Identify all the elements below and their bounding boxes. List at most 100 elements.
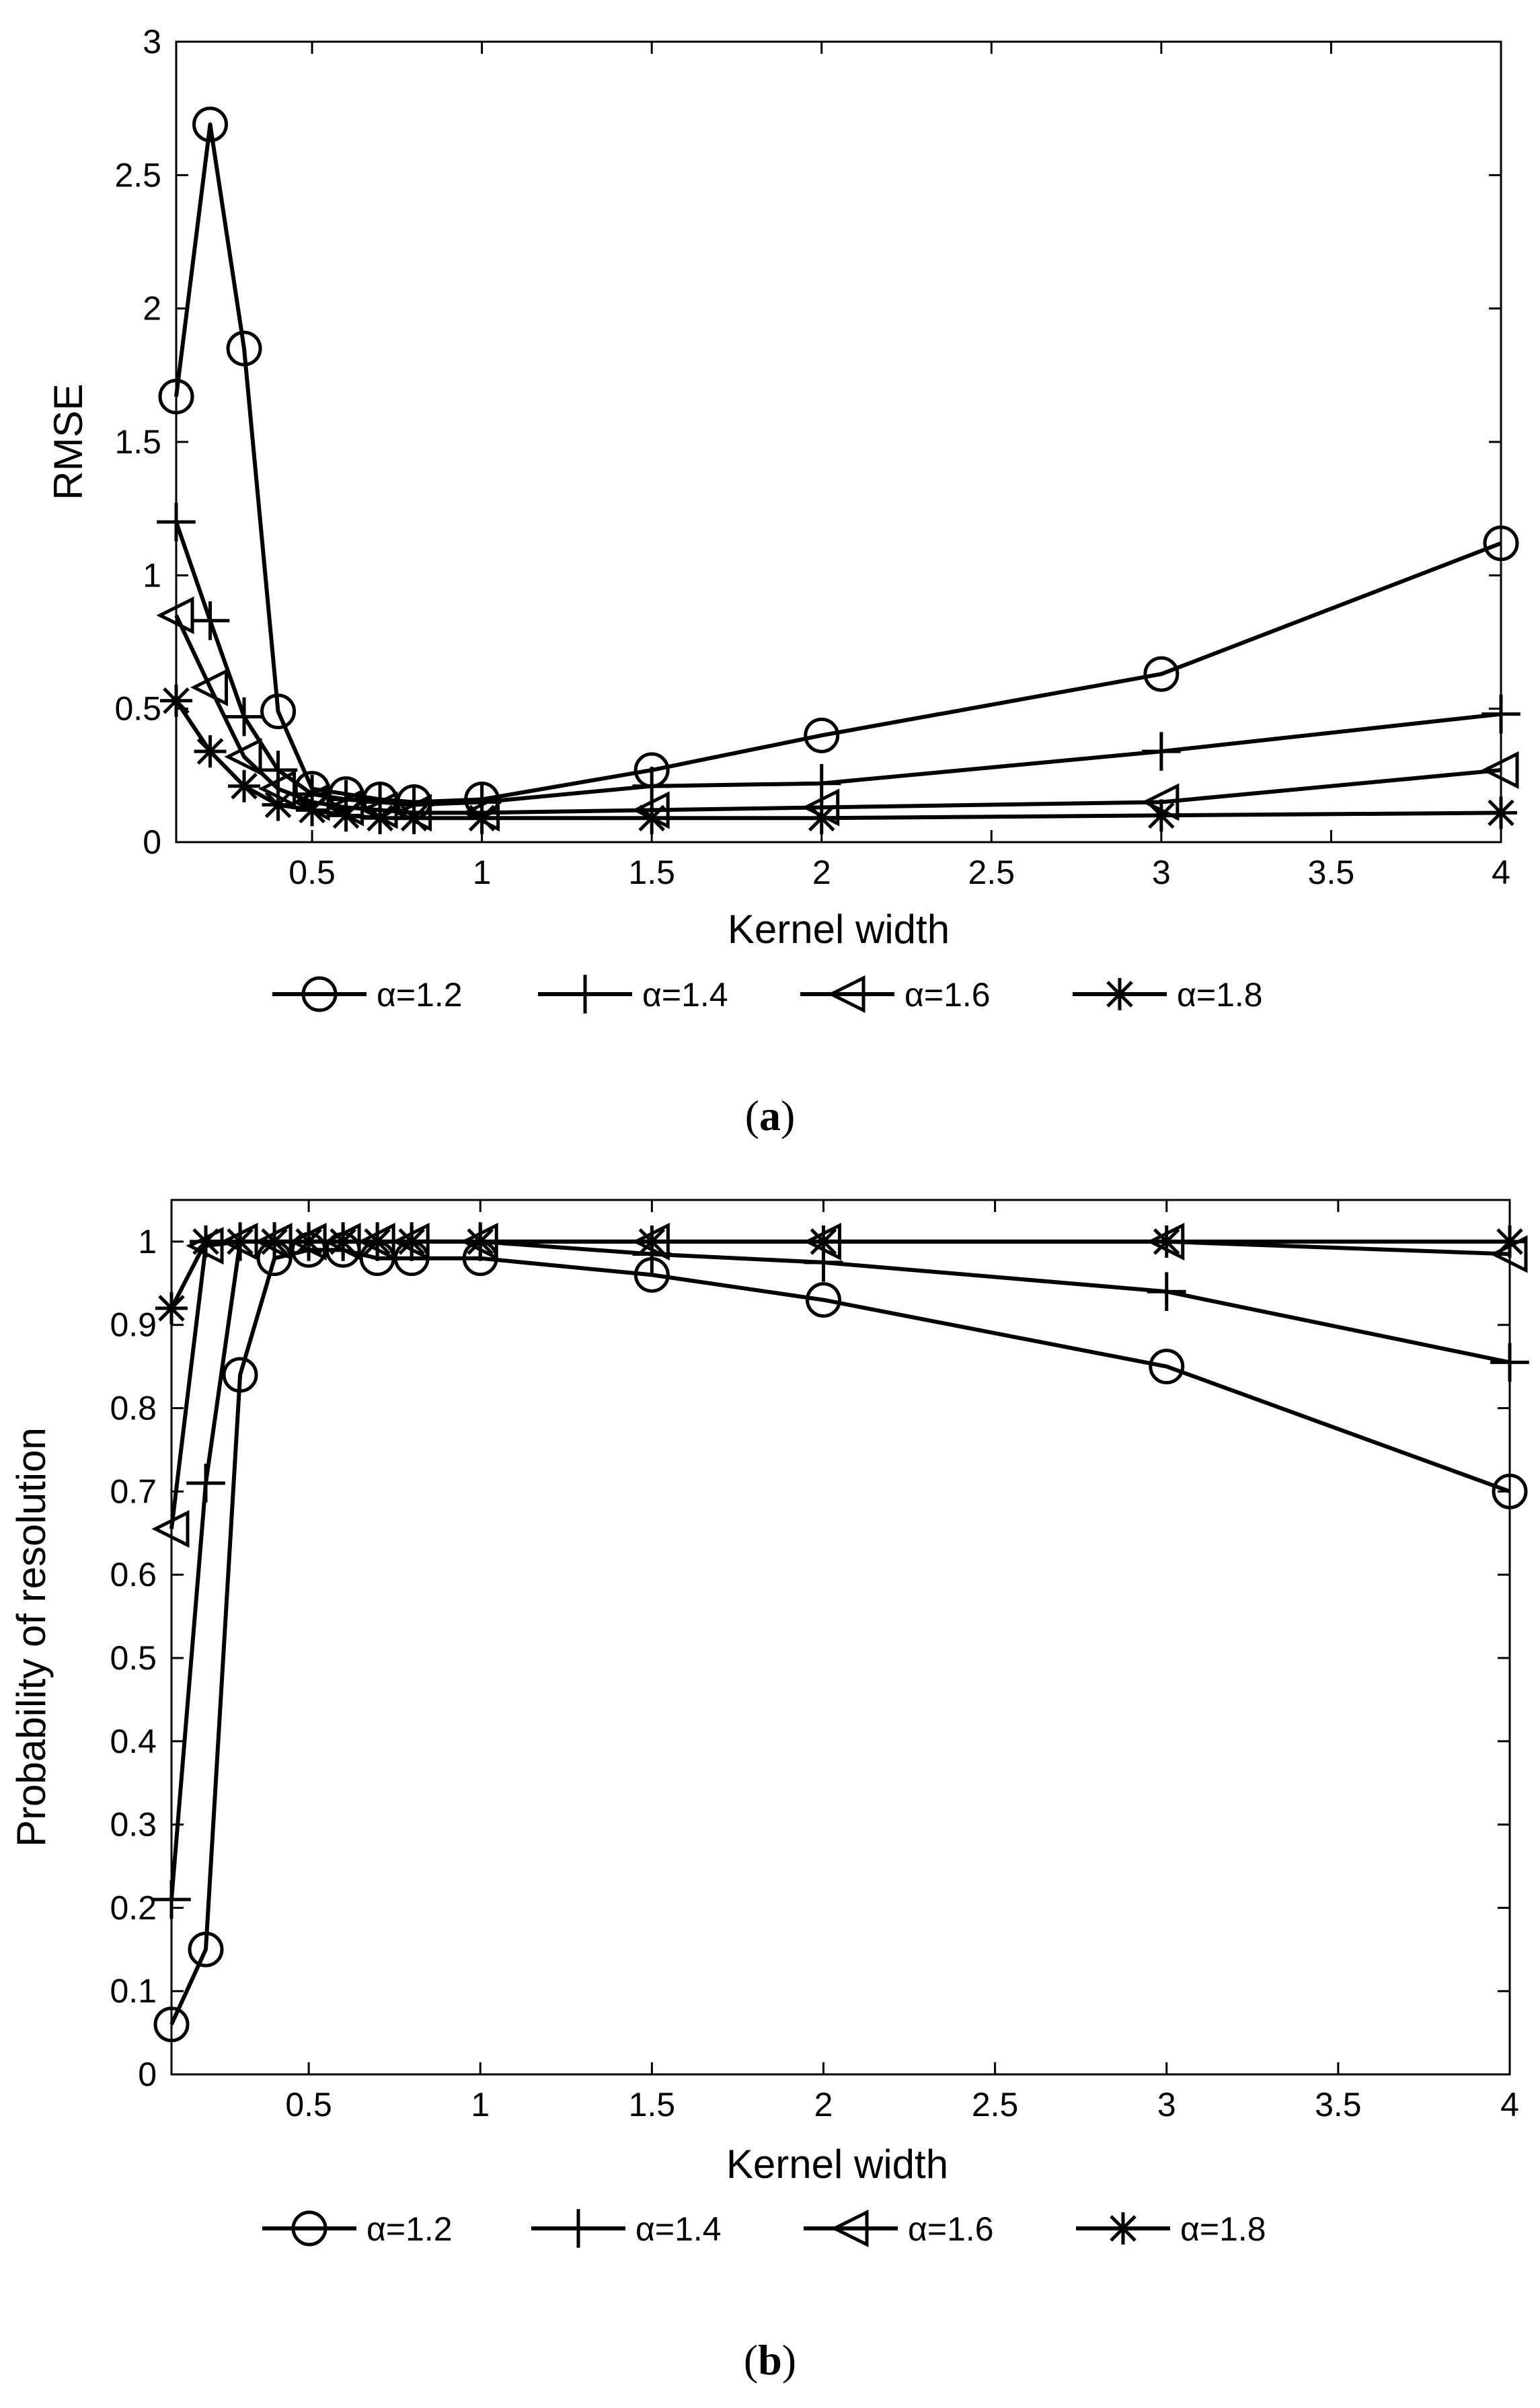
legend-label: α=1.6 (908, 2210, 994, 2248)
chart-a-series (156, 106, 1520, 835)
chart-b-y-axis-label: Probability of resolution (9, 1427, 54, 1847)
series-4-point (364, 802, 397, 835)
legend-label: α=1.8 (1180, 2210, 1266, 2248)
series-4-point (807, 1225, 840, 1258)
x-tick-label: 0.5 (288, 854, 336, 891)
series-1-point (226, 330, 262, 367)
y-tick-label: 0.7 (110, 1472, 157, 1510)
series-2-point (632, 766, 671, 806)
legend-marker (301, 976, 338, 1012)
series-2-point (258, 751, 298, 790)
y-tick-label: 2.5 (114, 156, 161, 194)
x-tick-label: 2.5 (968, 854, 1015, 891)
legend-item-1: α=1.2 (262, 2210, 453, 2248)
legend-item-4: α=1.8 (1076, 2210, 1266, 2248)
chart-a-legend: α=1.2 α=1.4 α=1.6 α=1.8 (272, 975, 1263, 1014)
chart-a-caption-open: ( (745, 1092, 759, 1139)
series-3-point (190, 668, 229, 706)
series-1-point (192, 106, 229, 143)
series-3-point (156, 596, 194, 634)
series-1-point (805, 1282, 841, 1318)
x-tick-label: 3.5 (1308, 854, 1355, 891)
chart-b: 0.5 1 1.5 2 2.5 3 3.5 4 0 0.1 0.2 0.3 0.4 0.5 0.6 0.7 0.… (9, 1199, 1529, 2384)
series-1-point (222, 1357, 258, 1393)
y-tick-label: 0.6 (110, 1556, 157, 1593)
series-4-point (464, 1225, 497, 1258)
x-tick-label: 3 (1157, 2086, 1176, 2123)
chart-b-series (151, 1222, 1529, 2043)
chart-b-ticks: 0.5 1 1.5 2 2.5 3 3.5 4 0 0.1 0.2 0.3 0.4 0.5 0.6 0.7 0.… (110, 1200, 1519, 2123)
legend-item-4: α=1.8 (1073, 976, 1263, 1014)
series-4-point (636, 1225, 668, 1258)
series-1-point (804, 717, 840, 753)
chart-a-x-axis-label: Kernel width (728, 907, 950, 952)
series-3-point (151, 1510, 190, 1548)
series-2-point (157, 502, 196, 541)
series-2-point (152, 1880, 191, 1919)
chart-a-ticks: 0.5 1 1.5 2 2.5 3 3.5 4 0 0.5 1 1.5 2 2.5 3 (114, 23, 1510, 891)
x-tick-label: 4 (1492, 854, 1510, 891)
legend-label: α=1.4 (642, 976, 728, 1014)
chart-b-caption-open: ( (744, 2336, 758, 2384)
chart-a-caption-letter: a (759, 1092, 781, 1139)
series-4 (160, 684, 1517, 835)
x-tick-label: 2 (812, 854, 831, 891)
chart-b-x-axis-label: Kernel width (726, 2142, 948, 2187)
x-tick-label: 2 (814, 2086, 833, 2123)
series-4-point (160, 684, 192, 717)
series-4-point (194, 735, 227, 768)
x-tick-label: 3.5 (1315, 2086, 1362, 2123)
chart-a: 0.5 1 1.5 2 2.5 3 3.5 4 0 0.5 1 1.5 2 2.5 3 RMSE Kerne… (46, 23, 1520, 1139)
series-1-point (1149, 1349, 1185, 1385)
series-2-point (1142, 732, 1181, 771)
legend-marker (827, 975, 865, 1014)
y-tick-label: 0.2 (110, 1889, 157, 1926)
series-2-point (1147, 1272, 1186, 1311)
x-tick-label: 1.5 (628, 854, 675, 891)
series-4-point (636, 802, 668, 835)
series-1-point (1483, 525, 1519, 562)
legend-label: α=1.2 (377, 976, 463, 1014)
series-4-point (397, 802, 430, 835)
series-4-point (1485, 796, 1517, 829)
y-tick-label: 0.1 (110, 1972, 157, 2010)
legend-label: α=1.6 (904, 976, 991, 1014)
legend-item-3: α=1.6 (800, 975, 991, 1014)
series-3-point (224, 738, 262, 776)
series-4-point (361, 1225, 394, 1258)
series-1-point (153, 2006, 190, 2043)
series-4-point (262, 788, 295, 821)
series-4-point (1145, 799, 1178, 832)
series-3-point (1481, 751, 1519, 789)
chart-b-caption: (b) (744, 2336, 796, 2384)
y-tick-label: 0.5 (110, 1639, 157, 1677)
legend-item-1: α=1.2 (272, 976, 463, 1014)
series-2-point (186, 1464, 225, 1503)
legend-item-2: α=1.4 (531, 2209, 722, 2248)
series-4-point (296, 794, 329, 827)
series-4-point (330, 799, 362, 832)
y-tick-label: 0.5 (114, 690, 161, 728)
series-1-point (1492, 1473, 1528, 1509)
chart-a-caption-close: ) (781, 1092, 795, 1139)
series-1-point (260, 693, 297, 730)
y-tick-label: 0.4 (110, 1723, 157, 1760)
series-4-point (395, 1225, 428, 1258)
series-4-point (224, 1225, 257, 1258)
y-tick-label: 1.5 (114, 423, 161, 461)
y-tick-label: 2 (143, 290, 161, 328)
series-2-point (225, 697, 264, 737)
x-tick-label: 0.5 (285, 2086, 332, 2123)
series-1-point (158, 379, 194, 415)
series-4-point (190, 1225, 223, 1258)
legend-label: α=1.4 (636, 2210, 722, 2248)
series-4-point (293, 1225, 325, 1258)
y-tick-label: 0 (143, 823, 161, 861)
series-2-point (802, 763, 841, 803)
series-2-point (1481, 694, 1520, 734)
series-4-point (258, 1225, 291, 1258)
chart-b-caption-letter: b (758, 2336, 782, 2384)
x-tick-label: 1 (471, 2086, 490, 2123)
chart-b-legend: α=1.2 α=1.4 α=1.6 α=1.8 (262, 2209, 1266, 2248)
chart-a-y-axis-label: RMSE (46, 383, 91, 500)
